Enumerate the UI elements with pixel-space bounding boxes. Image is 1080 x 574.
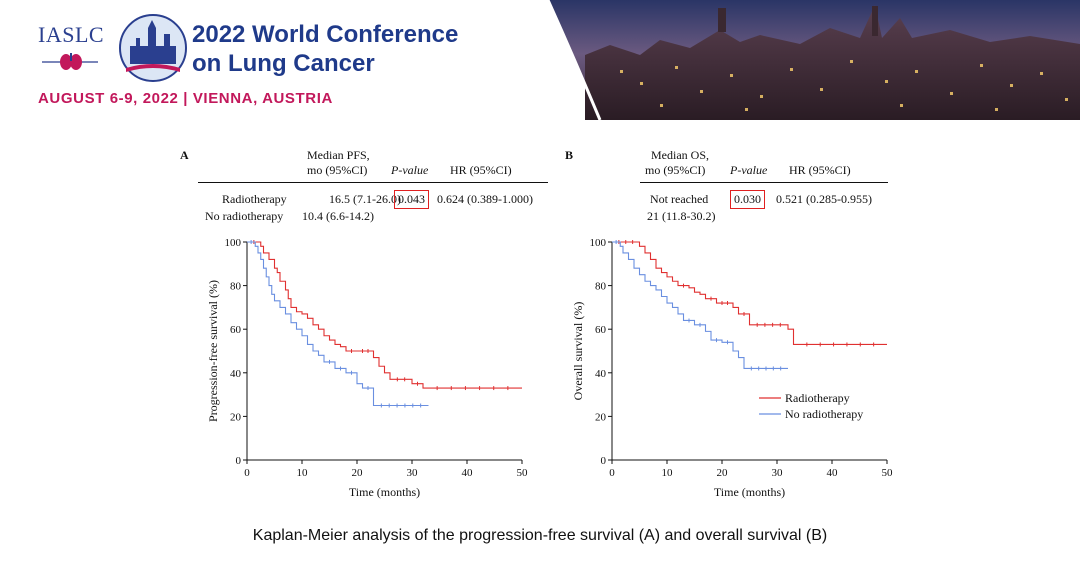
os-y-axis-label: Overall survival (%) [571, 302, 585, 401]
pfs-x-tick-label: 30 [407, 467, 419, 479]
panel-b-median-header-line2: mo (95%CI) [645, 163, 706, 177]
os-y-tick-label: 20 [595, 411, 607, 423]
panel-b-pvalue-highlight: 0.030 [730, 190, 765, 209]
os-x-tick-label: 0 [609, 467, 615, 479]
panel-b-median-header-line1: Median OS, [651, 148, 709, 162]
panel-b-hr-header: HR (95%CI) [789, 163, 851, 177]
conference-title-line1: 2022 World Conference [192, 21, 459, 48]
panel-a-hr-header: HR (95%CI) [450, 163, 512, 177]
pfs-x-tick-label: 20 [352, 467, 364, 479]
conference-title: 2022 World Conference on Lung Cancer [192, 20, 458, 78]
pfs-no-radiotherapy-curve [247, 241, 429, 407]
lungs-icon [42, 53, 98, 70]
panel-b-row1-median: Not reached [650, 192, 709, 206]
conference-header: IASLC 2022 World Conference on Lung Canc… [0, 0, 1080, 120]
vienna-skyline-icon [119, 14, 187, 82]
pfs-y-tick-label: 100 [225, 237, 242, 249]
pfs-x-tick-label: 10 [297, 467, 309, 479]
panel-a-pvalue-highlight: 0.043 [394, 190, 429, 209]
pfs-kaplan-meier-chart: 0 20 40 60 80 100 0 10 20 30 40 50 Time (months) Prog… [206, 237, 529, 499]
os-y-tick-label: 80 [595, 281, 607, 293]
panel-a-median-header-line2: mo (95%CI) [307, 163, 368, 177]
panel-a-row2-label: No radiotherapy [205, 209, 284, 223]
figure-caption: Kaplan-Meier analysis of the progression… [252, 527, 828, 544]
panel-b-letter: B [565, 148, 574, 162]
panel-a-row1-median: 16.5 (7.1-26.0) [329, 192, 401, 206]
pfs-x-tick-label: 0 [244, 467, 250, 479]
os-x-axis-label: Time (months) [714, 485, 785, 499]
os-legend-no-radiotherapy-label: No radiotherapy [785, 407, 863, 421]
panel-b-pvalue-header: P-value [730, 163, 768, 177]
pfs-x-axis-label: Time (months) [349, 485, 420, 499]
pfs-y-tick-label: 60 [230, 324, 242, 336]
pfs-x-tick-label: 40 [462, 467, 474, 479]
panel-b-row1-hr: 0.521 (0.285-0.955) [776, 192, 872, 206]
conference-date-location: AUGUST 6-9, 2022 | VIENNA, AUSTRIA [38, 90, 333, 107]
panel-a-row1-label: Radiotherapy [222, 192, 287, 206]
pfs-y-tick-label: 40 [230, 368, 242, 380]
panel-b-header-rule [640, 182, 888, 183]
os-x-tick-label: 10 [662, 467, 674, 479]
iaslc-logo-text: IASLC [38, 22, 105, 47]
panel-b-row2-median: 21 (11.8-30.2) [647, 209, 716, 223]
os-radiotherapy-curve [612, 241, 887, 346]
os-y-tick-label: 60 [595, 324, 607, 336]
os-x-tick-label: 30 [772, 467, 784, 479]
os-legend-radiotherapy-label: Radiotherapy [785, 391, 850, 405]
pfs-y-tick-label: 80 [230, 281, 242, 293]
conference-title-line2: on Lung Cancer [192, 50, 375, 77]
os-y-tick-label: 0 [601, 455, 607, 467]
os-no-radiotherapy-curve [612, 241, 788, 369]
panel-a-median-header-line1: Median PFS, [307, 148, 370, 162]
os-x-tick-label: 20 [717, 467, 729, 479]
pfs-y-tick-label: 0 [236, 455, 242, 467]
panel-a-row2-median: 10.4 (6.6-14.2) [302, 209, 374, 223]
vienna-cityscape-photo [546, 0, 1080, 120]
panel-a-letter: A [180, 148, 189, 162]
pfs-y-axis-label: Progression-free survival (%) [206, 280, 220, 422]
pfs-y-tick-label: 20 [230, 411, 242, 423]
os-y-tick-label: 100 [590, 237, 607, 249]
panel-a-pvalue-header: P-value [391, 163, 429, 177]
os-y-tick-label: 40 [595, 368, 607, 380]
panel-a-row1-hr: 0.624 (0.389-1.000) [437, 192, 533, 206]
pfs-radiotherapy-curve [247, 241, 522, 389]
panel-a-header-rule [198, 182, 548, 183]
pfs-x-tick-label: 50 [517, 467, 529, 479]
os-x-tick-label: 50 [882, 467, 894, 479]
os-kaplan-meier-chart: 0 20 40 60 80 100 0 10 20 30 40 50 Time (months) Over… [571, 237, 894, 499]
os-x-tick-label: 40 [827, 467, 839, 479]
